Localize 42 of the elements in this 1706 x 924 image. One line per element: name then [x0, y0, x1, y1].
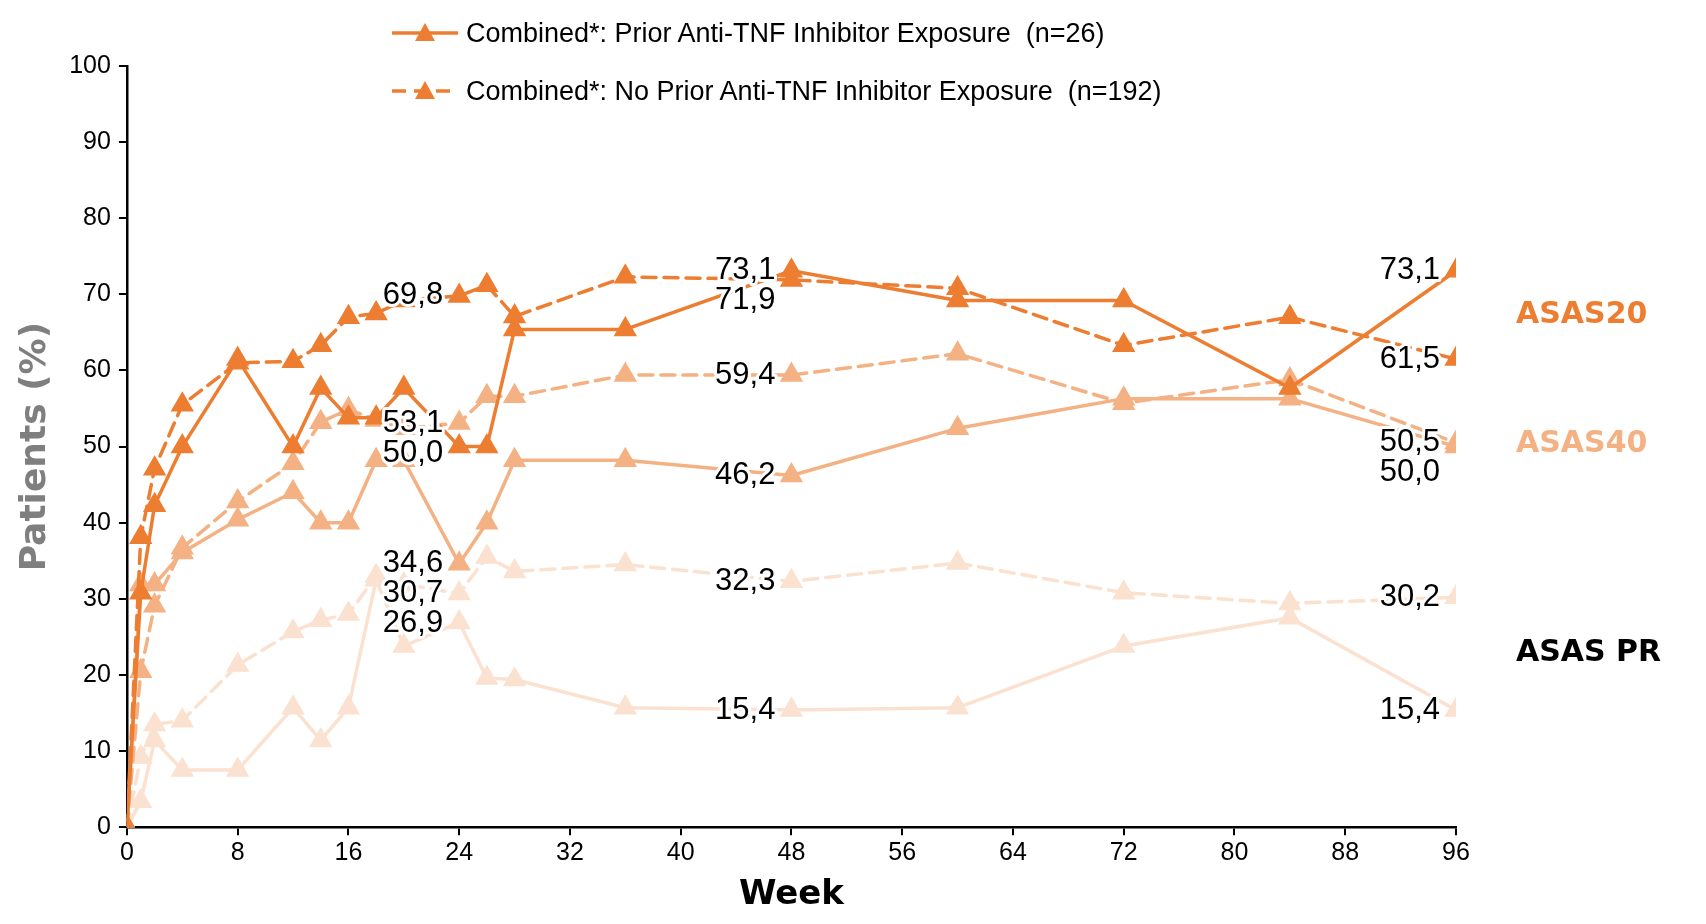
legend-label: Combined*: Prior Anti-TNF Inhibitor Exposure (n=26): [466, 17, 1105, 49]
y-tick-label: 90: [83, 126, 111, 155]
data-label: 59,4: [715, 355, 776, 391]
y-tick-label: 20: [83, 658, 111, 687]
y-tick-label: 0: [97, 811, 111, 840]
data-label: 61,5: [1379, 339, 1440, 375]
x-tick-label: 64: [999, 837, 1027, 866]
x-tick-label: 56: [888, 837, 917, 866]
text: ASAS40: [1516, 424, 1648, 460]
data-label: 73,1: [1379, 251, 1440, 287]
y-tick-label: 30: [83, 582, 111, 611]
x-tick-label: 48: [777, 837, 806, 866]
text: ASAS PR: [1516, 633, 1662, 669]
x-tick-label: 40: [666, 837, 695, 866]
y-tick-label: 100: [69, 49, 111, 78]
x-tick-label: 0: [119, 837, 134, 866]
text: ASAS20: [1516, 294, 1648, 330]
y-tick-label: 40: [83, 506, 111, 535]
y-tick-label: 70: [83, 278, 111, 307]
x-tick-label: 80: [1220, 837, 1249, 866]
data-label: 34,6: [382, 544, 444, 580]
y-tick-label: 10: [83, 734, 111, 763]
data-label: 15,4: [1379, 690, 1440, 726]
data-label: 15,4: [715, 690, 776, 726]
x-tick-label: 32: [556, 837, 584, 866]
data-label: 32,3: [715, 561, 776, 597]
data-label: 73,1: [715, 251, 776, 287]
y-tick-label: 60: [83, 354, 111, 383]
y-tick-label: 80: [83, 202, 111, 231]
legend-label: Combined*: No Prior Anti-TNF Inhibitor Exposure (n=192): [466, 75, 1162, 107]
data-label: 50,5: [1379, 423, 1440, 459]
x-tick-label: 24: [445, 837, 474, 866]
x-tick-label: 96: [1442, 837, 1470, 866]
x-axis-title: Week: [738, 872, 846, 913]
x-tick-label: 16: [334, 837, 363, 866]
x-tick-label: 72: [1109, 837, 1138, 866]
x-tick-label: 8: [230, 837, 245, 866]
data-label: 46,2: [715, 456, 776, 492]
y-tick-label: 50: [83, 430, 111, 459]
x-tick-label: 88: [1331, 837, 1360, 866]
y-axis-title: Patients (%): [11, 321, 53, 572]
data-label: 30,2: [1379, 577, 1440, 613]
